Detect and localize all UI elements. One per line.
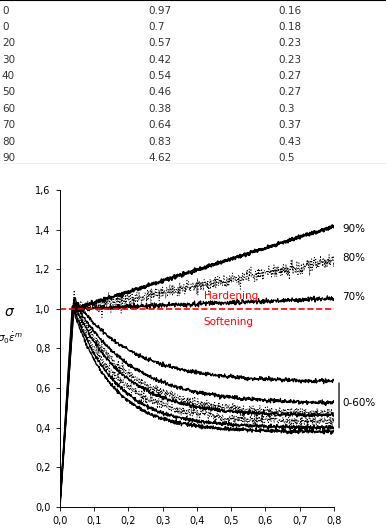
Text: 0: 0 — [2, 6, 8, 16]
Text: Hardening: Hardening — [204, 291, 258, 301]
Text: 0.3: 0.3 — [278, 104, 295, 114]
Text: 80: 80 — [2, 137, 15, 147]
Text: 0.43: 0.43 — [278, 137, 301, 147]
Text: 90: 90 — [2, 153, 15, 163]
Text: 20: 20 — [2, 39, 15, 49]
Text: 0.38: 0.38 — [149, 104, 172, 114]
Text: 70%: 70% — [342, 292, 366, 302]
Text: 0.27: 0.27 — [278, 71, 301, 81]
Text: 60: 60 — [2, 104, 15, 114]
Text: 0.23: 0.23 — [278, 55, 301, 65]
Text: 0.7: 0.7 — [149, 22, 165, 32]
Text: 90%: 90% — [342, 224, 366, 234]
Text: 0.97: 0.97 — [149, 6, 172, 16]
Text: 80%: 80% — [342, 253, 366, 263]
Text: 4.62: 4.62 — [149, 153, 172, 163]
Text: 50: 50 — [2, 88, 15, 98]
Text: 0.46: 0.46 — [149, 88, 172, 98]
Text: 0.54: 0.54 — [149, 71, 172, 81]
Text: $\sigma$: $\sigma$ — [4, 305, 15, 319]
Text: 40: 40 — [2, 71, 15, 81]
Text: 0.16: 0.16 — [278, 6, 301, 16]
Text: $\sigma_0\dot{\varepsilon}^m$: $\sigma_0\dot{\varepsilon}^m$ — [0, 331, 22, 346]
Text: 0.5: 0.5 — [278, 153, 295, 163]
Text: 0.23: 0.23 — [278, 39, 301, 49]
Text: 0.42: 0.42 — [149, 55, 172, 65]
Text: 0.64: 0.64 — [149, 120, 172, 130]
Text: 0: 0 — [2, 22, 8, 32]
Text: 0.27: 0.27 — [278, 88, 301, 98]
Text: 0.83: 0.83 — [149, 137, 172, 147]
Text: 70: 70 — [2, 120, 15, 130]
Text: 0.18: 0.18 — [278, 22, 301, 32]
Text: 30: 30 — [2, 55, 15, 65]
Text: 0.37: 0.37 — [278, 120, 301, 130]
Text: Softening: Softening — [204, 317, 254, 327]
Text: 0.57: 0.57 — [149, 39, 172, 49]
Text: 0-60%: 0-60% — [342, 398, 376, 408]
